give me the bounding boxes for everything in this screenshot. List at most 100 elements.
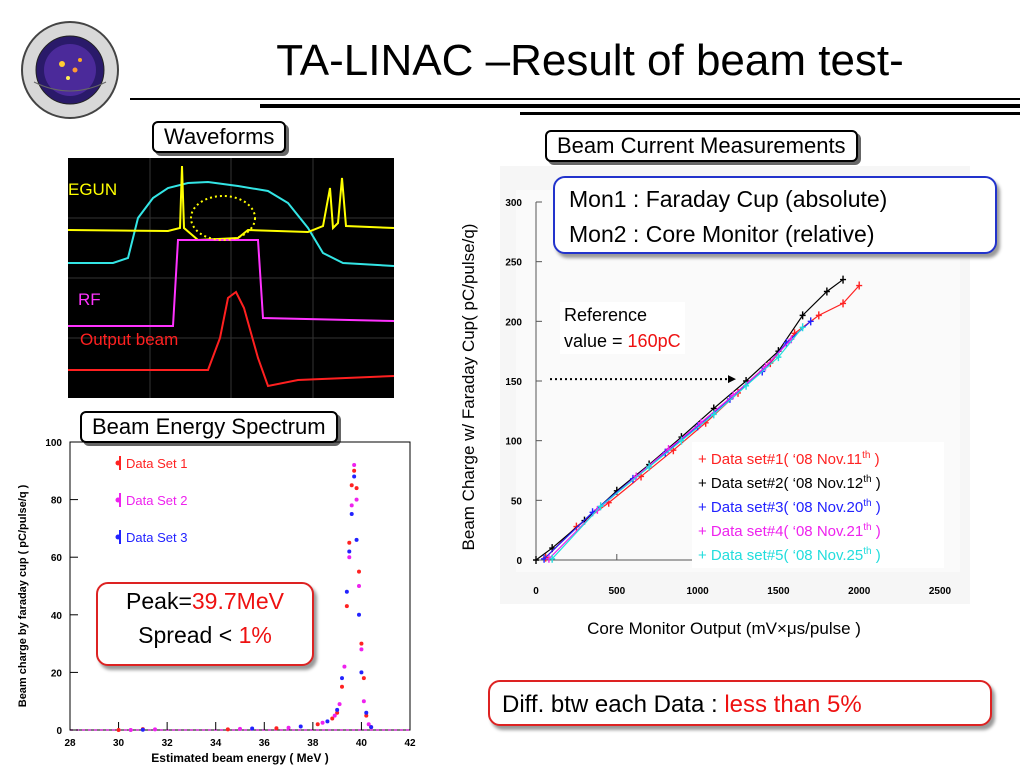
data-point [815,311,822,320]
legend-sup: th [863,546,871,557]
waveform-traces [68,158,394,398]
data-point [840,275,847,284]
y-tick-label: 0 [516,556,522,567]
data-point [359,641,364,646]
data-point [128,728,133,732]
data-point [349,503,354,508]
y-tick-label: 100 [45,438,62,449]
legend-close: ) [872,523,881,540]
data-point [250,726,255,731]
output-beam-trace [68,290,394,388]
diff-callout: Diff. btw each Data : less than 5% [488,680,992,726]
legend-close: ) [872,499,881,516]
legend-marker-dot [115,497,121,503]
diff-value: less than 5% [724,691,862,718]
output-beam-label: Output beam [80,330,179,349]
x-label-background [532,612,916,642]
data-point [344,604,349,609]
data-point [225,727,230,732]
data-point [340,676,344,681]
x-tick-label: 500 [608,586,625,597]
data-point [354,486,359,491]
peak-prefix: Peak= [126,588,192,614]
title-rule [130,98,1020,100]
egun-label: EGUN [68,180,118,199]
x-tick-label: 2500 [929,586,952,597]
y-tick-label: 0 [56,726,62,737]
data-point [325,719,330,724]
reference-annotation: Reference value = 160pC [560,302,685,354]
data-point [332,713,337,718]
y-tick-label: 250 [505,258,522,269]
data-point [799,311,806,320]
data-point [238,726,242,731]
reference-arrowhead [728,375,736,384]
title-rule-thick [260,104,1020,108]
data-point [361,699,366,704]
x-tick-label: 0 [533,586,539,597]
data-point [335,710,340,715]
legend-label: + Data set#2( ‘08 Nov.12th ) [698,474,881,492]
legend-sup: th [862,450,870,461]
data-point [366,722,371,727]
data-point [352,474,357,479]
legend-sup: th [863,498,871,509]
y-tick-label: 50 [511,496,523,507]
data-point [775,353,782,362]
data-point [357,569,361,574]
egun-trace [68,165,394,242]
legend-sup: th [863,474,871,485]
monitor-1: Mon1 : Faraday Cup (absolute) [569,186,888,212]
data-point [315,722,320,727]
x-tick-label: 34 [210,738,222,749]
data-point [807,317,814,326]
x-axis-label: Estimated beam energy ( MeV ) [151,751,328,765]
data-point [646,462,653,471]
slide-title: TA-LINAC –Result of beam test- [276,36,904,85]
reference-line-1: Reference [564,305,648,325]
legend-marker-dot [115,460,121,466]
spread-value: 1% [238,622,272,648]
y-axis-label: Beam Charge w/ Faraday Cup( pC/pulse/q) [459,224,478,551]
legend-label: Data Set 3 [126,530,187,545]
data-point [678,436,685,445]
data-point [354,537,359,542]
data-point [359,647,364,652]
data-point [298,724,303,729]
data-point [347,540,352,545]
rf-label: RF [78,290,101,309]
data-point [352,463,357,468]
x-tick-label: 40 [356,738,368,749]
legend-label: + Data set#4( ‘08 Nov.21th ) [698,522,881,540]
data-point [597,502,604,511]
data-point [856,281,863,290]
title-rule-accent [520,112,1020,115]
x-tick-label: 38 [307,738,319,749]
y-tick-label: 20 [51,668,63,679]
x-axis-label: Core Monitor Output (mV×μs/pulse ) [587,619,861,638]
legend-close: ) [870,451,879,468]
legend-sup: th [863,522,871,533]
data-point [342,664,347,669]
y-axis-label: Beam charge by faraday cup ( pC/pulse/q … [17,484,29,707]
data-point [349,483,354,488]
legend-label: + Data set#3( ‘08 Nov.20th ) [698,498,881,516]
energy-spectrum-chart: 28 30 32 34 36 38 40 42 0 20 40 60 80 100 Estimated be… [17,438,416,765]
y-tick-label: 300 [505,198,522,209]
legend-marker-dot [115,534,121,540]
cyan-trace [68,180,394,267]
data-point [361,676,366,681]
data-point [286,725,291,730]
x-tick-label: 42 [404,738,416,749]
data-point [823,287,830,296]
monitor-callout: Mon1 : Faraday Cup (absolute) Mon2 : Cor… [553,176,997,254]
legend-label: Data Set 2 [126,493,187,508]
reference-line-2: value = [564,331,628,351]
legend-label: Data Set 1 [126,456,187,471]
data-point [347,555,352,560]
data-point [116,728,121,732]
data-point [349,512,354,516]
data-point [364,713,369,718]
data-point [344,589,349,594]
monitor-2: Mon2 : Core Monitor (relative) [569,221,875,247]
